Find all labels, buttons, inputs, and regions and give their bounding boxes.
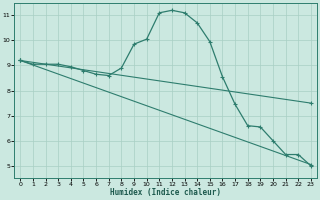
X-axis label: Humidex (Indice chaleur): Humidex (Indice chaleur) [110, 188, 221, 197]
